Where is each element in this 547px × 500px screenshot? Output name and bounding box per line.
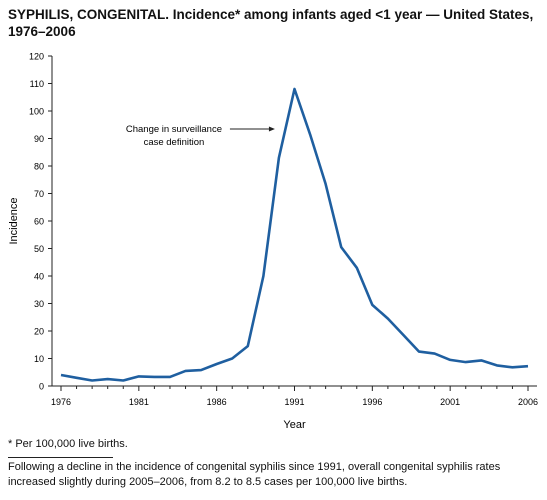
x-tick-label: 1996 — [362, 397, 382, 407]
x-tick-label: 2001 — [440, 397, 460, 407]
x-tick-label: 1976 — [51, 397, 71, 407]
x-tick-label: 1991 — [284, 397, 304, 407]
footnote: * Per 100,000 live births. — [8, 438, 128, 450]
y-tick-label: 20 — [34, 327, 44, 337]
y-tick-label: 10 — [34, 354, 44, 364]
y-tick-label: 60 — [34, 217, 44, 227]
chart-axes — [51, 56, 537, 387]
incidence-series-line — [60, 87, 529, 382]
y-tick-label: 30 — [34, 299, 44, 309]
y-tick-label: 40 — [34, 272, 44, 282]
y-tick-label: 70 — [34, 189, 44, 199]
y-tick-label: 100 — [29, 107, 44, 117]
y-axis-ticks: 0 10 20 30 40 50 60 70 80 90 100 110 120 — [29, 52, 52, 392]
y-tick-label: 0 — [39, 382, 44, 392]
x-tick-label: 1981 — [129, 397, 149, 407]
y-tick-label: 120 — [29, 52, 44, 62]
annotation-arrowhead — [268, 126, 275, 132]
x-axis-label: Year — [283, 419, 306, 431]
x-axis-ticks: 1976 1981 1986 1991 1996 2001 2006 — [51, 386, 538, 407]
footnote-divider — [8, 457, 113, 458]
line-chart: 0 10 20 30 40 50 60 70 80 90 100 110 120 1976 1981 198… — [8, 52, 538, 432]
x-tick-label: 2006 — [518, 397, 538, 407]
y-tick-label: 80 — [34, 162, 44, 172]
annotation-text: Change in surveillance case definition — [126, 124, 222, 148]
annotation: Change in surveillance case definition — [126, 124, 275, 148]
y-tick-label: 90 — [34, 134, 44, 144]
y-tick-label: 110 — [30, 79, 44, 89]
y-tick-label: 50 — [34, 244, 44, 254]
x-tick-label: 1986 — [207, 397, 227, 407]
summary-text: Following a decline in the incidence of … — [8, 461, 501, 488]
y-axis-label: Incidence — [8, 197, 20, 244]
chart-title: SYPHILIS, CONGENITAL. Incidence* among i… — [8, 7, 534, 39]
